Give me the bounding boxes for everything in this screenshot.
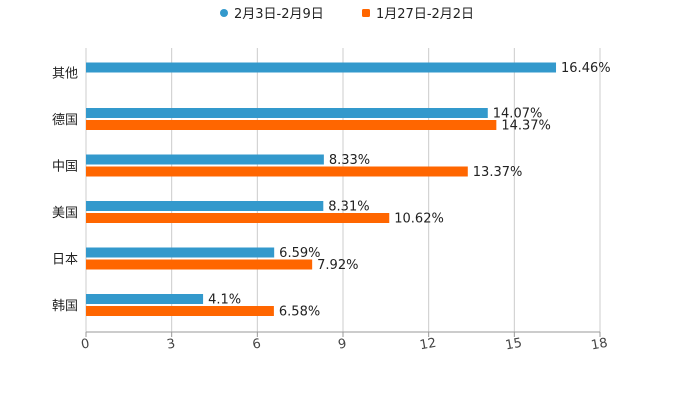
data-label-日本-series-1: 6.59% [279,246,320,261]
category-label-中国: 中国 [52,160,78,175]
legend-label-series-2: 1月27日-2月2日 [376,7,474,22]
data-label-中国-series-1: 8.33% [329,153,370,168]
legend-label-series-1: 2月3日-2月9日 [234,7,324,22]
data-label-韩国-series-1: 4.1% [208,293,241,308]
bar-德国-series-2 [86,120,497,130]
x-tick-label-3: 3 [166,336,177,352]
data-label-其他-series-1: 16.46% [561,61,611,76]
bar-中国-series-2 [86,166,468,177]
category-label-韩国: 韩国 [52,299,78,314]
bar-日本-series-1 [86,247,275,258]
bars [86,62,557,316]
category-label-德国: 德国 [52,113,78,128]
data-label-德国-series-1: 14.07% [493,107,543,122]
x-axis: 0 3 6 9 12 15 18 [80,331,609,354]
bar-中国-series-1 [86,154,324,165]
bar-韩国-series-1 [86,294,204,304]
x-tick-label-12: 12 [419,336,438,354]
legend-item-series-2[interactable]: 1月27日-2月2日 [362,7,474,22]
data-labels: 16.46% 14.07%14.37% 8.33% 13.37% 8.31% 10.62%… [208,61,611,320]
data-label-美国-series-2: 10.62% [394,212,444,227]
data-label-韩国-series-2: 6.58% [279,305,320,320]
x-tick-label-15: 15 [504,336,523,354]
bar-德国-series-1 [86,108,488,118]
legend: 2月3日-2月9日 1月27日-2月2日 [220,7,474,22]
bar-韩国-series-2 [86,306,274,316]
bar-美国-series-2 [86,213,390,223]
category-label-美国: 美国 [52,206,78,221]
data-label-美国-series-1: 8.31% [328,200,369,215]
x-tick-label-18: 18 [590,336,609,354]
legend-marker-circle-icon [220,9,228,17]
x-tick-label-0: 0 [80,336,91,352]
category-label-其他: 其他 [52,67,78,82]
legend-marker-square-icon [362,9,370,17]
bar-其他-series-1 [86,62,557,73]
data-label-德国-series-2: 14.37% [501,119,551,134]
gridlines [85,48,601,332]
x-tick-label-6: 6 [251,336,262,352]
data-label-日本-series-2: 7.92% [317,258,358,273]
category-label-日本: 日本 [52,253,78,268]
x-tick-label-9: 9 [337,336,348,352]
bar-美国-series-1 [86,201,324,211]
legend-item-series-1[interactable]: 2月3日-2月9日 [220,7,324,22]
data-label-中国-series-2: 13.37% [473,165,523,180]
bar-日本-series-2 [86,259,313,270]
